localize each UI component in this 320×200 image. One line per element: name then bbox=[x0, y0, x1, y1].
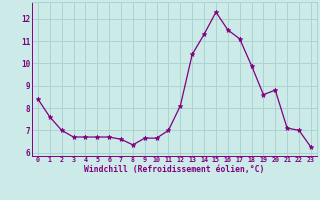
X-axis label: Windchill (Refroidissement éolien,°C): Windchill (Refroidissement éolien,°C) bbox=[84, 165, 265, 174]
